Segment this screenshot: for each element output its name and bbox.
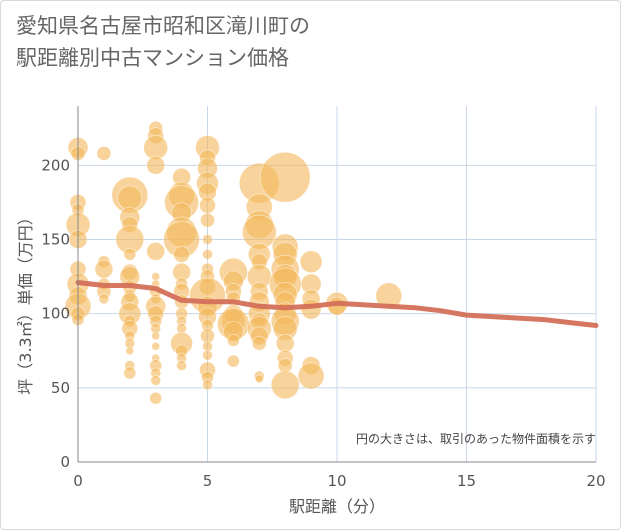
bubble-point bbox=[200, 212, 215, 228]
x-tick-label: 10 bbox=[327, 472, 346, 490]
bubble-point bbox=[299, 250, 323, 274]
bubble-point bbox=[300, 298, 322, 320]
bubble-point bbox=[375, 282, 403, 310]
bubble-point bbox=[98, 293, 110, 305]
bubble-point bbox=[150, 375, 162, 386]
y-tick-label: 100 bbox=[41, 305, 70, 323]
y-axis-label: 坪（3.3㎡）単価（万円） bbox=[16, 209, 35, 394]
bubble-point bbox=[96, 146, 112, 161]
bubble-size-note: 円の大きさは、取引のあった物件面積を示す bbox=[356, 431, 596, 446]
x-tick-label: 20 bbox=[586, 472, 605, 490]
bubble-point bbox=[200, 328, 215, 344]
x-axis-label: 駅距離（分） bbox=[289, 497, 385, 516]
bubble-point bbox=[270, 370, 300, 400]
x-tick-label: 15 bbox=[457, 472, 476, 490]
bubble-point bbox=[151, 272, 161, 281]
bubble-point bbox=[226, 333, 240, 347]
bubble-point bbox=[146, 241, 166, 261]
bubble-point bbox=[149, 391, 163, 405]
y-tick-label: 0 bbox=[60, 453, 70, 471]
bubble-point bbox=[94, 259, 114, 279]
bubble-point bbox=[173, 245, 191, 263]
bubble-point bbox=[146, 155, 166, 175]
bubble-point bbox=[202, 349, 213, 361]
bubble-point bbox=[297, 362, 325, 390]
y-tick-label: 50 bbox=[51, 379, 70, 397]
bubble-point bbox=[251, 335, 267, 351]
bubble-point bbox=[226, 354, 240, 368]
x-tick-label: 0 bbox=[73, 472, 83, 490]
y-tick-label: 150 bbox=[41, 231, 70, 249]
bubble-point bbox=[151, 331, 161, 341]
bubble-point bbox=[202, 234, 213, 245]
bubble-point bbox=[202, 379, 213, 391]
bubble-point bbox=[117, 185, 143, 211]
trend-line bbox=[75, 280, 599, 328]
chart-title: 愛知県名古屋市昭和区滝川町の 駅距離別中古マンション価格 bbox=[16, 10, 310, 74]
y-tick-label: 200 bbox=[41, 156, 70, 174]
tick-labels: 0 50 100 150 200 0 5 10 15 20 bbox=[41, 156, 605, 490]
title-line-1: 愛知県名古屋市昭和区滝川町の bbox=[16, 14, 310, 38]
bubble-point bbox=[123, 247, 137, 261]
bubble-point bbox=[275, 333, 295, 353]
bubble-point bbox=[202, 248, 213, 260]
bubble-point bbox=[254, 374, 264, 384]
axes bbox=[77, 106, 596, 463]
bubble-point bbox=[176, 360, 188, 371]
bubble-point bbox=[259, 151, 311, 203]
title-line-2: 駅距離別中古マンション価格 bbox=[16, 46, 289, 70]
bubble-point bbox=[202, 340, 213, 352]
bubble-point bbox=[199, 196, 216, 214]
bubbles bbox=[64, 120, 403, 405]
bubble-point bbox=[125, 346, 135, 356]
x-tick-label: 5 bbox=[203, 472, 213, 490]
bubble-point bbox=[151, 341, 161, 351]
trend-line-group bbox=[75, 280, 599, 328]
bubble-point bbox=[123, 366, 137, 380]
